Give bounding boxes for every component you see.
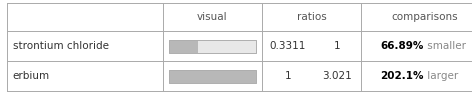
Text: 0.3311: 0.3311 (270, 41, 306, 51)
Bar (169, 40, 256, 53)
Text: visual: visual (197, 12, 228, 22)
Text: smaller: smaller (424, 41, 466, 51)
Text: strontium chloride: strontium chloride (13, 41, 109, 51)
Text: ratios: ratios (296, 12, 327, 22)
Text: 3.021: 3.021 (322, 71, 353, 81)
Bar (169, 40, 256, 53)
Text: erbium: erbium (13, 71, 50, 81)
Text: 202.1%: 202.1% (380, 71, 424, 81)
Text: larger: larger (424, 71, 458, 81)
Bar (169, 70, 256, 83)
Bar (169, 70, 256, 83)
Text: comparisons: comparisons (391, 12, 458, 22)
Text: 66.89%: 66.89% (380, 41, 424, 51)
Text: 1: 1 (285, 71, 291, 81)
Text: 1: 1 (334, 41, 341, 51)
Bar (169, 40, 198, 53)
Bar (169, 70, 256, 83)
